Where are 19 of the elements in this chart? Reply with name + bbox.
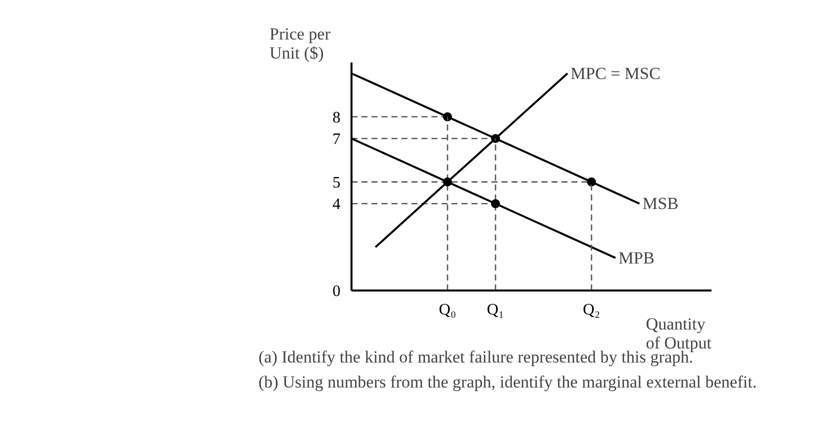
y-tick-label: 4 bbox=[332, 196, 340, 214]
point bbox=[443, 177, 452, 186]
series-label: MSB bbox=[642, 194, 678, 214]
y-axis-title: Price per Unit ($) bbox=[270, 24, 331, 62]
point bbox=[491, 199, 500, 208]
x-tick-label: Q₂ bbox=[582, 302, 600, 318]
point bbox=[491, 134, 500, 143]
series-label: MPB bbox=[618, 248, 654, 268]
line-series bbox=[374, 72, 568, 248]
y-tick-label: 8 bbox=[332, 109, 340, 126]
point bbox=[443, 112, 452, 122]
series-label: MPC = MSC bbox=[570, 64, 660, 83]
text: (b) Using numbers from the graph, identify the marginal external benefit. bbox=[258, 372, 757, 392]
x-tick-label: Q₁ bbox=[486, 302, 504, 318]
point bbox=[587, 177, 596, 186]
y-tick-label: 7 bbox=[332, 131, 340, 148]
y-tick-label: 5 bbox=[332, 174, 340, 192]
y-tick-label: 0 bbox=[332, 283, 340, 300]
x-tick-label: Q₀ bbox=[438, 302, 456, 318]
